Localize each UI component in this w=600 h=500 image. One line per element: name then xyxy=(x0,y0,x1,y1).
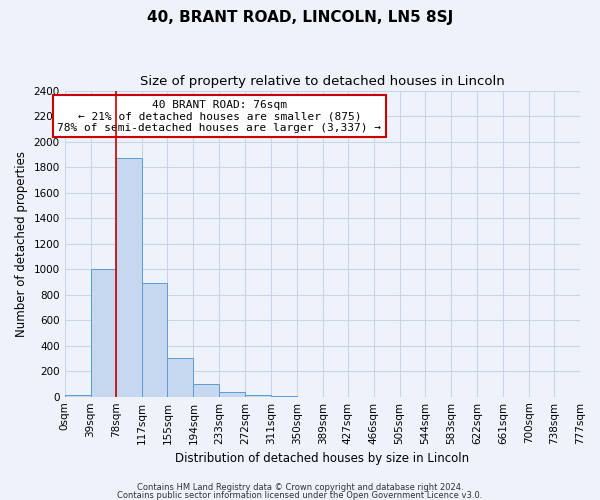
Bar xyxy=(65,395,91,396)
Text: Contains public sector information licensed under the Open Government Licence v3: Contains public sector information licen… xyxy=(118,491,482,500)
Y-axis label: Number of detached properties: Number of detached properties xyxy=(15,150,28,336)
Text: 40, BRANT ROAD, LINCOLN, LN5 8SJ: 40, BRANT ROAD, LINCOLN, LN5 8SJ xyxy=(147,10,453,25)
Bar xyxy=(142,283,167,397)
Title: Size of property relative to detached houses in Lincoln: Size of property relative to detached ho… xyxy=(140,75,505,88)
Text: 40 BRANT ROAD: 76sqm
← 21% of detached houses are smaller (875)
78% of semi-deta: 40 BRANT ROAD: 76sqm ← 21% of detached h… xyxy=(57,100,381,133)
Bar xyxy=(193,384,219,396)
Bar xyxy=(167,358,193,397)
Bar xyxy=(91,269,116,396)
Bar xyxy=(116,158,142,396)
Text: Contains HM Land Registry data © Crown copyright and database right 2024.: Contains HM Land Registry data © Crown c… xyxy=(137,484,463,492)
X-axis label: Distribution of detached houses by size in Lincoln: Distribution of detached houses by size … xyxy=(175,452,469,465)
Bar xyxy=(219,392,245,396)
